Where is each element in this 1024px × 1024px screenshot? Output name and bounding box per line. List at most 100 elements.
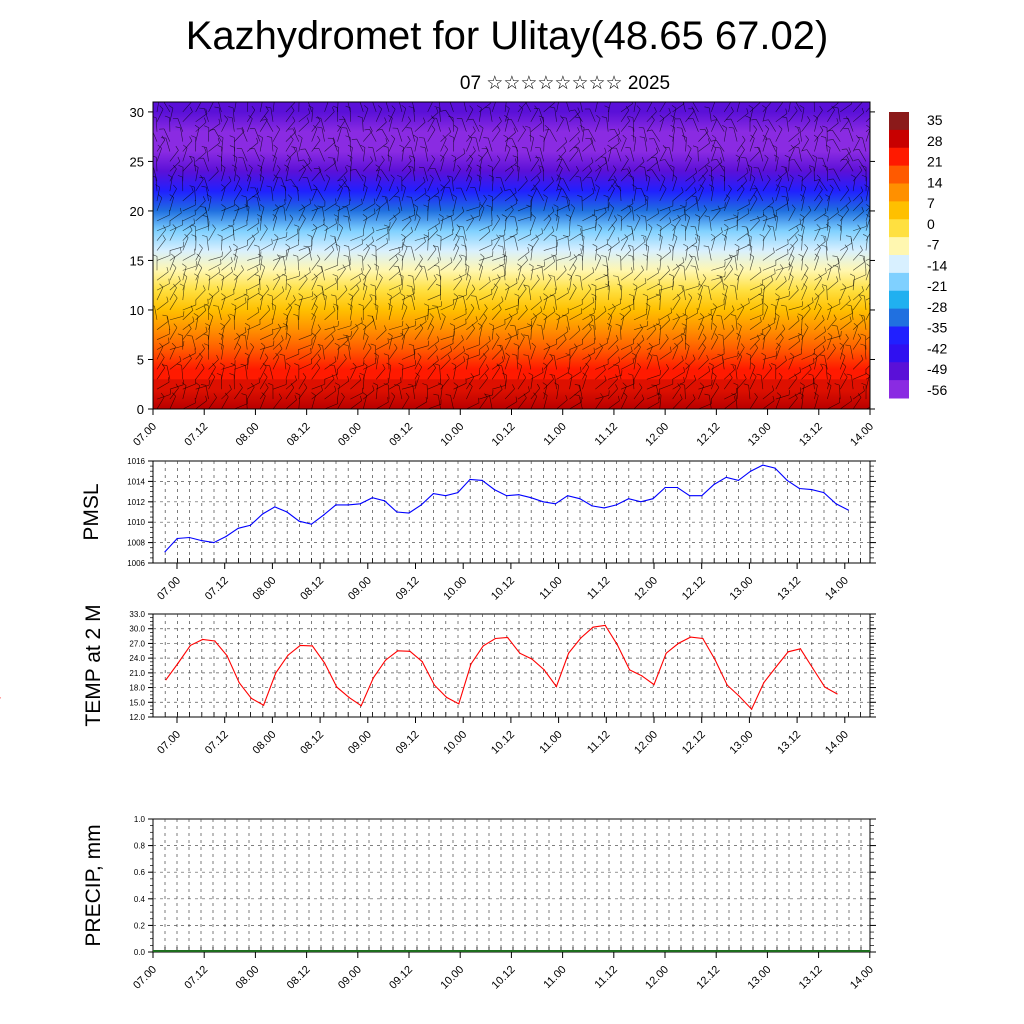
wind-barb xyxy=(692,118,699,132)
wind-barb-flag xyxy=(514,293,520,297)
wind-barb xyxy=(350,157,353,172)
wind-barb-flag xyxy=(742,135,746,141)
heatmap-x-tick-label: 09.12 xyxy=(387,421,415,449)
wind-barb-flag xyxy=(669,164,675,168)
wind-barb-flag xyxy=(613,165,617,170)
wind-barb-flag xyxy=(730,284,736,287)
pmsl-point xyxy=(750,470,752,472)
wind-barb-flag xyxy=(523,354,529,356)
wind-barb-flag xyxy=(338,224,343,228)
wind-barb xyxy=(479,281,491,291)
wind-barb xyxy=(595,363,609,370)
wind-barb-flag xyxy=(410,226,413,232)
wind-barb-flag xyxy=(772,247,775,253)
wind-barb xyxy=(788,247,795,261)
wind-barb-flag xyxy=(747,227,749,233)
wind-barb-flag xyxy=(228,245,232,251)
wind-barb xyxy=(350,235,364,241)
pmsl-point xyxy=(676,486,679,489)
colorbar-segment xyxy=(889,308,909,327)
wind-barb-flag xyxy=(683,209,686,215)
wind-barb xyxy=(427,294,441,301)
wind-barb-flag xyxy=(212,363,216,368)
wind-barb xyxy=(749,216,764,222)
wind-barb-flag xyxy=(205,323,210,326)
temp-point xyxy=(751,708,753,710)
wind-barb xyxy=(504,118,509,132)
wind-barb-flag xyxy=(475,316,478,322)
wind-barb xyxy=(388,385,390,400)
wind-barb-flag xyxy=(317,135,321,141)
wind-barb-flag xyxy=(313,184,318,189)
wind-barb xyxy=(453,294,467,301)
wind-barb-flag xyxy=(153,305,155,307)
wind-barb xyxy=(181,365,184,380)
wind-barb-flag xyxy=(812,352,818,356)
wind-barb xyxy=(466,206,480,212)
wind-barb-flag xyxy=(160,392,165,398)
wind-barb xyxy=(453,323,467,331)
wind-barb-flag xyxy=(489,102,491,104)
wind-barb xyxy=(346,128,351,142)
wind-barb-flag xyxy=(561,117,567,119)
wind-barb xyxy=(801,139,809,152)
wind-barb xyxy=(375,345,377,360)
wind-barb xyxy=(852,397,862,409)
wind-barb-flag xyxy=(668,273,674,277)
wind-barb xyxy=(478,207,485,221)
wind-barb xyxy=(556,339,567,350)
wind-barb xyxy=(427,129,436,142)
wind-barb xyxy=(362,247,370,261)
wind-barb xyxy=(788,239,798,251)
wind-barb-flag xyxy=(334,382,340,386)
colorbar-label: 14 xyxy=(927,174,943,190)
wind-barb-flag xyxy=(172,392,176,397)
wind-barb xyxy=(607,316,613,330)
wind-barb-flag xyxy=(159,105,164,110)
wind-barb-flag xyxy=(524,176,528,181)
wind-barb-flag xyxy=(381,195,387,198)
wind-barb xyxy=(504,256,508,271)
wind-barb xyxy=(414,321,427,331)
wind-barb xyxy=(736,326,742,340)
wind-barb-flag xyxy=(591,157,594,163)
wind-barb xyxy=(633,339,645,350)
wind-barb-flag xyxy=(449,135,454,138)
wind-barb xyxy=(511,119,519,132)
wind-barb xyxy=(582,192,595,202)
wind-barb-flag xyxy=(387,154,392,158)
wind-barb xyxy=(246,238,256,251)
wind-barb-flag xyxy=(789,159,795,161)
wind-barb xyxy=(337,180,347,192)
wind-barb xyxy=(169,252,182,261)
wind-barb xyxy=(607,246,612,261)
wind-barb xyxy=(356,138,364,152)
wind-barb-flag xyxy=(273,144,278,149)
wind-barb xyxy=(414,241,426,251)
wind-barb-flag xyxy=(507,333,512,338)
wind-barb xyxy=(734,256,738,271)
wind-barb-flag xyxy=(801,184,807,188)
wind-barb xyxy=(466,355,469,370)
wind-barb xyxy=(633,346,641,360)
wind-barb xyxy=(745,157,751,172)
wind-barb xyxy=(580,102,583,112)
wind-barb xyxy=(221,147,223,162)
wind-barb xyxy=(827,335,841,340)
heatmap-x-tick-label: 11.12 xyxy=(593,421,620,448)
wind-barb-flag xyxy=(464,263,470,267)
wind-barb xyxy=(814,189,823,202)
wind-barb-flag xyxy=(641,394,645,400)
wind-barb xyxy=(311,390,323,400)
wind-barb xyxy=(324,403,338,409)
wind-barb xyxy=(311,271,323,281)
wind-barb-flag xyxy=(828,178,834,180)
wind-barb xyxy=(839,385,841,400)
wind-barb xyxy=(685,158,692,172)
wind-barb xyxy=(549,129,557,142)
wind-barb xyxy=(453,383,467,390)
wind-barb-flag xyxy=(639,324,643,329)
colorbar-label: 28 xyxy=(927,133,943,149)
wind-barb-flag xyxy=(850,396,852,402)
wind-barb-flag xyxy=(292,116,296,122)
